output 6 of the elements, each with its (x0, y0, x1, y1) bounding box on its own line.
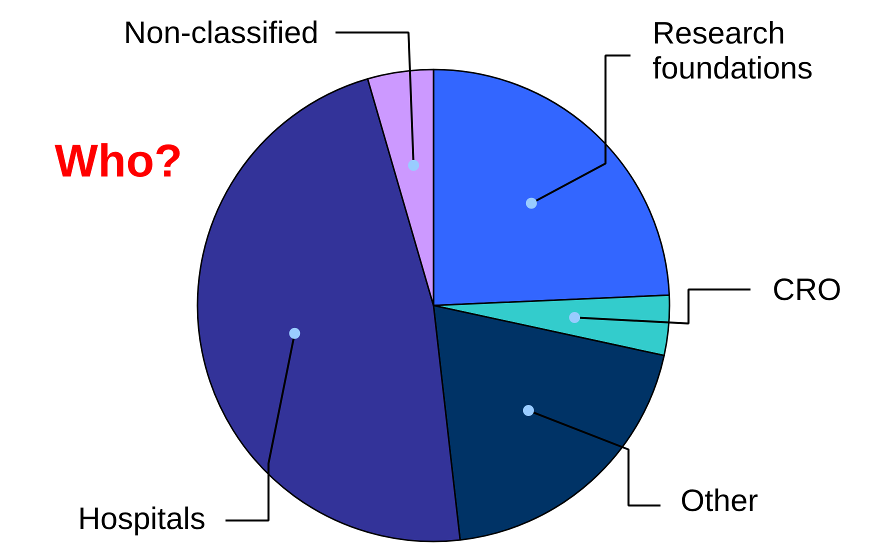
slice-label: CRO (772, 272, 842, 307)
slice-label: Non-classified (124, 15, 319, 50)
text: Who? (54, 134, 182, 186)
slice-label: Other (680, 483, 758, 518)
slice-label: Hospitals (78, 501, 206, 536)
slice-label: Research foundations (652, 16, 813, 86)
